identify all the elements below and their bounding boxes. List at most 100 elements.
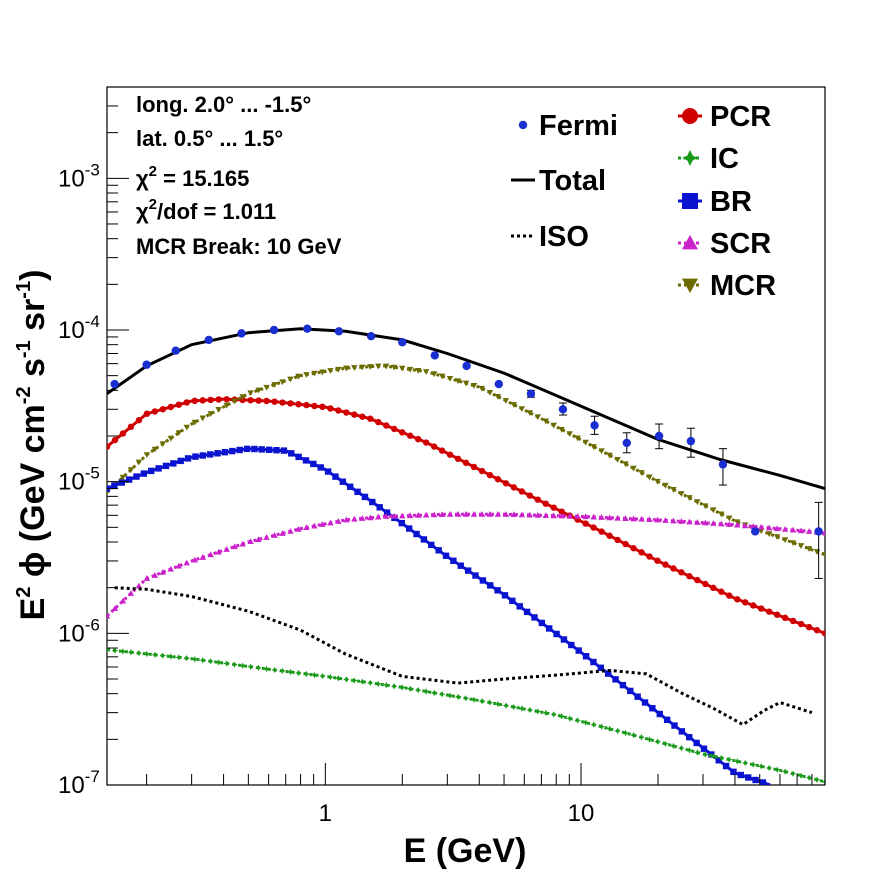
series-mcr-marker	[773, 534, 781, 540]
series-br-marker	[273, 446, 280, 454]
fermi-point	[686, 436, 696, 446]
series-scr-marker	[478, 511, 486, 517]
series-pcr-marker	[295, 401, 302, 408]
series-br-marker	[413, 530, 420, 538]
series-br-marker	[560, 636, 568, 643]
series-ic-marker	[526, 706, 534, 714]
legend-label-ic: IC	[710, 143, 739, 175]
y-tick-label: 10-3	[58, 160, 100, 192]
series-ic-marker	[694, 749, 701, 756]
series-mcr-marker	[502, 398, 510, 404]
series-mcr-marker	[797, 543, 805, 549]
series-pcr-marker	[638, 549, 645, 556]
series-br-marker	[162, 462, 170, 470]
series-ic-marker	[710, 753, 717, 760]
series-ic-marker	[159, 652, 167, 659]
series-scr-marker	[757, 523, 765, 530]
series-scr-marker	[486, 511, 494, 517]
series-ic-marker	[239, 662, 246, 669]
series-scr-marker	[550, 512, 557, 519]
series-scr-marker	[383, 513, 390, 519]
series-scr-marker	[430, 511, 438, 518]
series-scr-marker	[726, 521, 733, 527]
series-ic-marker	[359, 678, 366, 685]
series-scr-marker	[582, 513, 589, 520]
series-ic-marker	[446, 692, 454, 699]
series-ic-marker	[742, 759, 749, 767]
series-mcr-marker	[247, 390, 254, 397]
series-pcr-marker	[375, 418, 382, 426]
series-ic-marker	[550, 711, 557, 718]
series-br-marker	[538, 619, 546, 627]
series-pcr-marker	[470, 463, 478, 471]
series-br-marker	[442, 552, 450, 559]
series-scr-marker	[159, 568, 167, 575]
series-ic-marker	[702, 751, 709, 758]
series-scr-marker	[646, 516, 653, 523]
series-pcr-marker	[127, 423, 135, 431]
series-br-marker	[487, 582, 494, 589]
series-pcr-marker	[781, 614, 789, 622]
series-br-marker	[604, 670, 612, 677]
series-ic-marker	[351, 677, 358, 684]
series-ic-marker	[686, 747, 693, 754]
series-pcr-marker	[406, 432, 414, 439]
series-pcr-marker	[494, 476, 502, 483]
series-mcr-marker	[279, 379, 286, 386]
series-scr-marker	[454, 511, 462, 517]
series-pcr-marker	[734, 596, 741, 603]
fermi-point	[590, 421, 599, 430]
series-pcr-marker	[311, 402, 318, 410]
series-ic-marker	[582, 719, 589, 726]
series-ic-marker	[391, 683, 398, 690]
series-br-marker	[199, 452, 207, 459]
series-ic-marker	[414, 686, 422, 694]
series-pcr-marker	[742, 599, 749, 606]
series-scr-marker	[175, 562, 182, 569]
series-br-marker	[133, 473, 140, 480]
series-pcr-marker	[151, 408, 159, 415]
series-ic-marker	[678, 744, 685, 752]
series-scr-marker	[107, 612, 111, 619]
series-ic-marker	[470, 696, 478, 703]
legend-item-ic: IC	[678, 143, 739, 175]
series-mcr-marker	[191, 419, 198, 426]
series-ic-marker	[247, 663, 254, 670]
series-mcr-marker	[518, 406, 526, 412]
series-mcr-marker	[151, 446, 159, 453]
series-ic-marker	[813, 776, 821, 783]
series-scr-marker	[231, 543, 238, 550]
series-pcr-marker	[255, 397, 262, 404]
series-scr-marker	[590, 513, 597, 520]
series-scr-marker	[247, 538, 254, 544]
series-ic-marker	[127, 649, 135, 656]
x-tick-label: 1	[319, 800, 332, 827]
series-br-marker	[582, 653, 590, 660]
series-ic-marker	[622, 729, 629, 737]
y-tick-label: 10-4	[58, 312, 100, 344]
series-scr-marker	[742, 522, 749, 529]
series-mcr-marker	[702, 503, 709, 510]
series-ic-marker	[734, 758, 741, 765]
series-ic-marker	[750, 761, 757, 768]
series-mcr-marker	[630, 465, 637, 472]
series-br-marker	[730, 768, 737, 776]
legend-item-mcr: MCR	[678, 270, 776, 302]
series-pcr-marker	[327, 405, 334, 412]
series-pcr-marker	[630, 545, 637, 552]
series-pcr-marker	[135, 417, 143, 424]
series-scr-marker	[502, 511, 510, 517]
series-mcr-marker	[789, 540, 797, 546]
series-pcr-marker	[670, 565, 677, 572]
legend-item-iso: ISO	[511, 221, 589, 253]
series-br-marker	[420, 536, 428, 543]
series-scr-marker	[327, 519, 334, 526]
series-mcr-marker	[757, 528, 765, 535]
series-br-marker	[546, 625, 553, 632]
series-ic-marker	[797, 772, 805, 779]
series-ic-marker	[630, 731, 637, 739]
series-scr-marker	[303, 524, 310, 531]
series-mcr-marker	[526, 410, 534, 417]
series-scr-marker	[614, 514, 621, 521]
series-br-marker	[184, 455, 192, 462]
